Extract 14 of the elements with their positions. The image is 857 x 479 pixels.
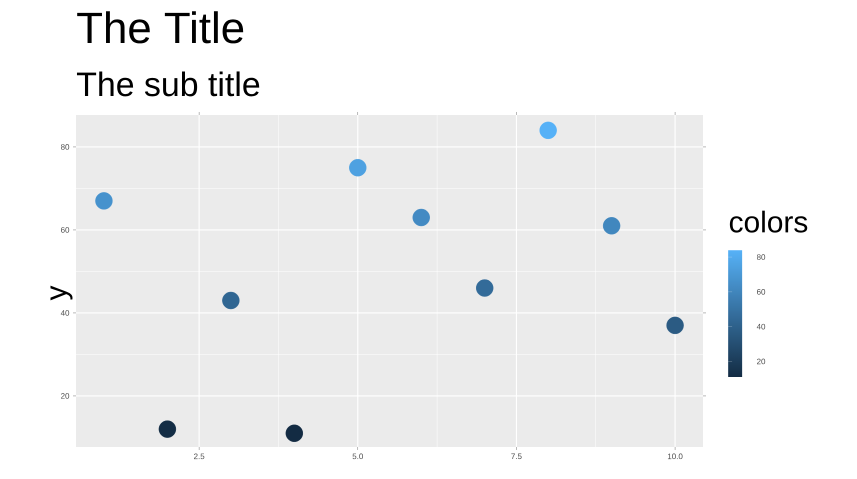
point bbox=[286, 424, 304, 442]
point bbox=[666, 316, 684, 334]
point bbox=[476, 279, 494, 297]
point bbox=[222, 292, 240, 310]
point bbox=[158, 420, 176, 438]
point bbox=[95, 192, 113, 210]
point bbox=[539, 122, 557, 140]
chart-subtitle: The sub title bbox=[76, 71, 260, 96]
color-bar-title: colors bbox=[730, 210, 808, 233]
chart-title: The Title bbox=[77, 11, 244, 44]
y-axis-title: y bbox=[50, 286, 72, 300]
point bbox=[412, 208, 430, 226]
point bbox=[349, 158, 366, 176]
point bbox=[602, 217, 620, 234]
